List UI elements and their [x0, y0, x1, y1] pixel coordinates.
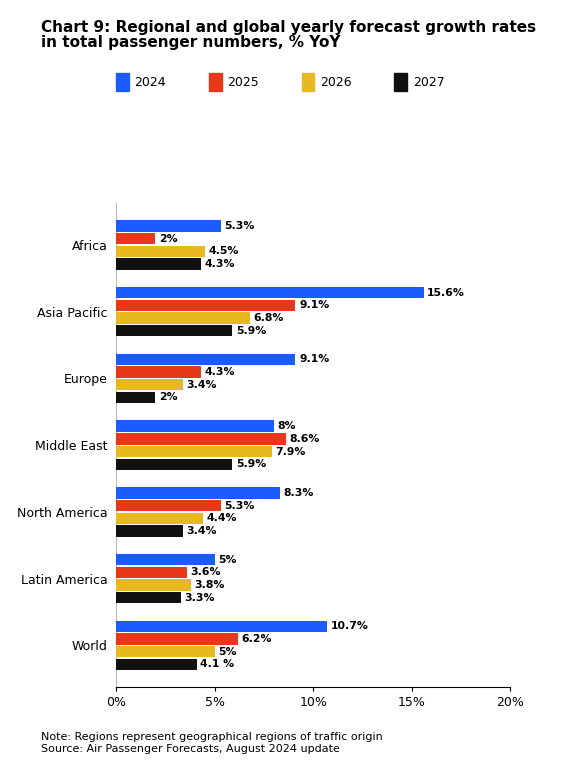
Text: 15.6%: 15.6% — [427, 287, 465, 298]
Bar — [116, 233, 155, 244]
Text: 9.1%: 9.1% — [299, 355, 329, 365]
Bar — [116, 366, 201, 378]
Bar — [116, 554, 215, 565]
Bar — [116, 580, 191, 590]
Text: 4.1 %: 4.1 % — [201, 659, 234, 669]
Text: in total passenger numbers, % YoY: in total passenger numbers, % YoY — [41, 35, 340, 50]
Bar — [116, 446, 272, 457]
Bar — [116, 325, 233, 337]
Text: 4.3%: 4.3% — [204, 259, 235, 269]
Text: 2%: 2% — [159, 234, 177, 244]
Bar — [116, 220, 220, 232]
Text: 8.3%: 8.3% — [283, 488, 314, 497]
Bar — [116, 259, 201, 269]
Text: 6.2%: 6.2% — [242, 634, 273, 644]
Bar — [116, 633, 238, 644]
Text: 3.8%: 3.8% — [194, 580, 225, 590]
Text: 3.3%: 3.3% — [184, 593, 215, 603]
Bar — [116, 392, 155, 403]
Text: 5.3%: 5.3% — [224, 501, 255, 511]
Text: 2027: 2027 — [413, 76, 445, 88]
Text: 7.9%: 7.9% — [276, 447, 306, 457]
Bar — [116, 658, 197, 670]
Text: 5.3%: 5.3% — [224, 221, 255, 231]
Text: 3.4%: 3.4% — [187, 526, 217, 536]
Text: 9.1%: 9.1% — [299, 301, 329, 310]
Bar — [116, 433, 285, 444]
Bar — [116, 354, 295, 366]
Text: 2%: 2% — [159, 393, 177, 402]
Bar — [116, 420, 274, 432]
Bar — [116, 646, 215, 658]
Text: 4.4%: 4.4% — [206, 513, 237, 523]
Text: Note: Regions represent geographical regions of traffic origin
Source: Air Passe: Note: Regions represent geographical reg… — [41, 732, 382, 754]
Text: 8%: 8% — [277, 421, 296, 431]
Bar — [116, 621, 327, 632]
Bar — [116, 566, 187, 578]
Bar — [116, 379, 183, 390]
Text: 5%: 5% — [218, 647, 237, 657]
Bar — [116, 487, 280, 498]
Text: 4.3%: 4.3% — [204, 367, 235, 377]
Bar — [116, 512, 203, 524]
Text: 5.9%: 5.9% — [236, 326, 266, 336]
Text: 6.8%: 6.8% — [253, 313, 284, 323]
Bar — [116, 312, 250, 324]
Text: 4.5%: 4.5% — [208, 247, 238, 256]
Text: Chart 9: Regional and global yearly forecast growth rates: Chart 9: Regional and global yearly fore… — [41, 20, 536, 34]
Text: 2025: 2025 — [227, 76, 259, 88]
Text: 3.4%: 3.4% — [187, 380, 217, 390]
Text: 5%: 5% — [218, 555, 237, 565]
Bar — [116, 300, 295, 311]
Text: 8.6%: 8.6% — [289, 433, 320, 444]
Bar — [116, 592, 181, 603]
Bar — [116, 525, 183, 537]
Text: 2026: 2026 — [320, 76, 352, 88]
Bar — [116, 287, 423, 298]
Bar — [116, 246, 205, 257]
Text: 10.7%: 10.7% — [331, 621, 368, 631]
Text: 5.9%: 5.9% — [236, 459, 266, 469]
Bar — [116, 500, 220, 512]
Text: 3.6%: 3.6% — [191, 567, 221, 577]
Bar — [116, 458, 233, 470]
Text: 2024: 2024 — [135, 76, 166, 88]
